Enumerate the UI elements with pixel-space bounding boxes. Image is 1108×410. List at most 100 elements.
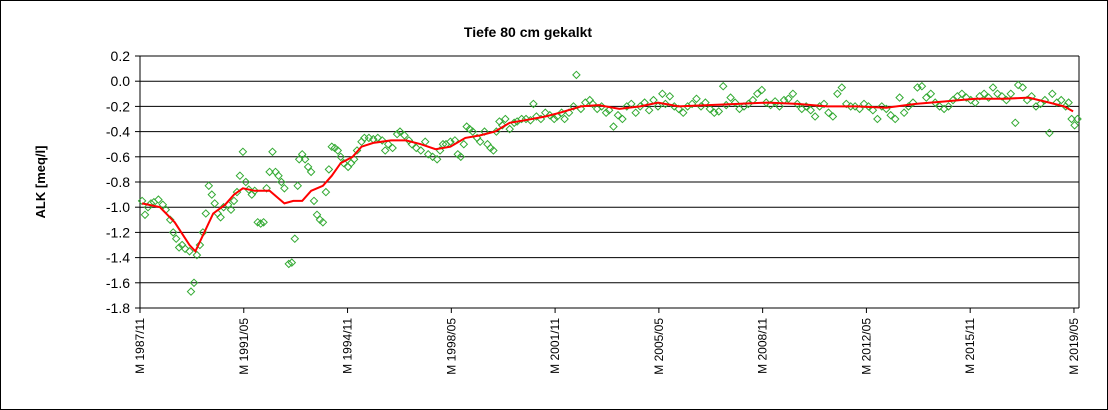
data-point-diamond xyxy=(926,89,936,99)
data-point-diamond xyxy=(841,99,851,109)
data-point-diamond xyxy=(333,146,343,155)
data-point-diamond xyxy=(521,114,531,124)
data-point-diamond xyxy=(383,139,393,149)
data-point-diamond xyxy=(1070,120,1079,130)
data-point-diamond xyxy=(290,234,300,244)
data-point-diamond xyxy=(730,98,740,107)
data-point-diamond xyxy=(761,98,771,107)
data-point-diamond xyxy=(262,183,271,193)
data-point-diamond xyxy=(877,102,887,111)
x-tick-label: M 1991/05 xyxy=(237,318,251,375)
data-point-diamond xyxy=(1047,89,1057,99)
data-point-diamond xyxy=(312,210,322,220)
data-point-diamond xyxy=(705,104,715,114)
data-point-diamond xyxy=(189,278,199,288)
data-point-diamond xyxy=(468,127,478,136)
data-point-diamond xyxy=(631,108,641,118)
y-tick-label: 0.0 xyxy=(111,73,131,89)
data-point-diamond xyxy=(174,243,184,252)
data-point-diamond xyxy=(1064,98,1073,107)
data-point-diamond xyxy=(192,250,202,260)
data-point-diamond xyxy=(377,136,387,145)
data-point-diamond xyxy=(1027,91,1036,101)
data-point-diamond xyxy=(692,94,701,104)
data-point-diamond xyxy=(505,124,515,134)
data-point-diamond xyxy=(984,93,993,102)
data-point-diamond xyxy=(268,147,277,157)
data-point-diamond xyxy=(1022,95,1032,105)
data-point-diamond xyxy=(137,196,147,206)
data-point-diamond xyxy=(171,234,181,244)
data-point-diamond xyxy=(868,105,878,115)
x-tick-label: M 2008/11 xyxy=(756,318,770,374)
data-point-diamond xyxy=(718,81,728,91)
data-point-diamond xyxy=(303,162,313,172)
data-point-diamond xyxy=(921,93,931,102)
x-tick-label: M 1994/11 xyxy=(341,318,355,374)
data-point-diamond xyxy=(665,91,675,101)
data-point-diamond xyxy=(726,93,735,102)
data-point-diamond xyxy=(828,112,838,121)
data-point-diamond xyxy=(1010,118,1020,128)
data-point-diamond xyxy=(158,200,168,210)
data-point-diamond xyxy=(241,177,251,187)
data-point-diamond xyxy=(168,228,178,237)
y-axis-label: ALK [meq/l] xyxy=(33,146,48,219)
y-tick-label: -1.6 xyxy=(106,275,130,291)
data-point-diamond xyxy=(154,195,163,204)
data-point-diamond xyxy=(819,99,829,109)
data-point-diamond xyxy=(280,183,289,193)
data-point-diamond xyxy=(613,110,623,120)
data-point-diamond xyxy=(824,108,833,118)
data-point-diamond xyxy=(674,104,684,114)
y-tick-label: -1.8 xyxy=(106,300,130,316)
data-point-diamond xyxy=(459,139,469,149)
data-point-diamond xyxy=(1067,114,1076,124)
data-point-diamond xyxy=(948,95,958,105)
data-point-diamond xyxy=(1045,128,1054,138)
data-point-diamond xyxy=(957,89,967,99)
data-point-diamond xyxy=(216,212,225,222)
data-point-diamond xyxy=(890,114,900,124)
data-point-diamond xyxy=(364,133,374,143)
data-point-diamond xyxy=(235,171,245,181)
data-point-diamond xyxy=(687,99,697,109)
data-point-diamond xyxy=(784,94,793,104)
data-point-diamond xyxy=(979,89,989,99)
y-tick-label: 0.2 xyxy=(111,48,131,64)
data-point-diamond xyxy=(644,105,654,115)
x-tick-label: M 1987/11 xyxy=(133,318,147,374)
data-point-diamond xyxy=(806,105,816,115)
data-point-diamond xyxy=(456,152,466,162)
data-point-diamond xyxy=(775,102,784,111)
data-point-diamond xyxy=(388,143,397,153)
data-point-diamond xyxy=(970,98,980,107)
data-point-diamond xyxy=(792,99,802,109)
data-point-diamond xyxy=(864,102,873,111)
data-point-diamond xyxy=(475,137,485,147)
x-tick-label: M 1998/05 xyxy=(444,318,458,375)
data-point-diamond xyxy=(309,196,319,206)
data-point-diamond xyxy=(287,258,297,267)
data-point-diamond xyxy=(318,217,328,227)
data-point-diamond xyxy=(489,146,498,155)
data-point-diamond xyxy=(873,114,882,124)
data-point-diamond xyxy=(293,181,303,191)
y-tick-label: -1.2 xyxy=(106,224,130,240)
data-point-diamond xyxy=(913,83,922,92)
y-tick-label: -1.0 xyxy=(106,199,130,215)
data-point-diamond xyxy=(855,104,864,114)
x-tick-label: M 2012/05 xyxy=(859,318,873,375)
data-point-diamond xyxy=(500,114,510,124)
data-point-diamond xyxy=(714,107,724,116)
data-point-diamond xyxy=(204,181,214,191)
data-point-diamond xyxy=(569,102,578,111)
data-point-diamond xyxy=(658,89,667,99)
data-point-diamond xyxy=(428,152,437,162)
data-point-diamond xyxy=(618,114,627,124)
data-point-diamond xyxy=(833,89,842,99)
data-point-diamond xyxy=(195,240,205,250)
data-point-diamond xyxy=(1018,83,1028,92)
data-point-diamond xyxy=(788,89,798,99)
